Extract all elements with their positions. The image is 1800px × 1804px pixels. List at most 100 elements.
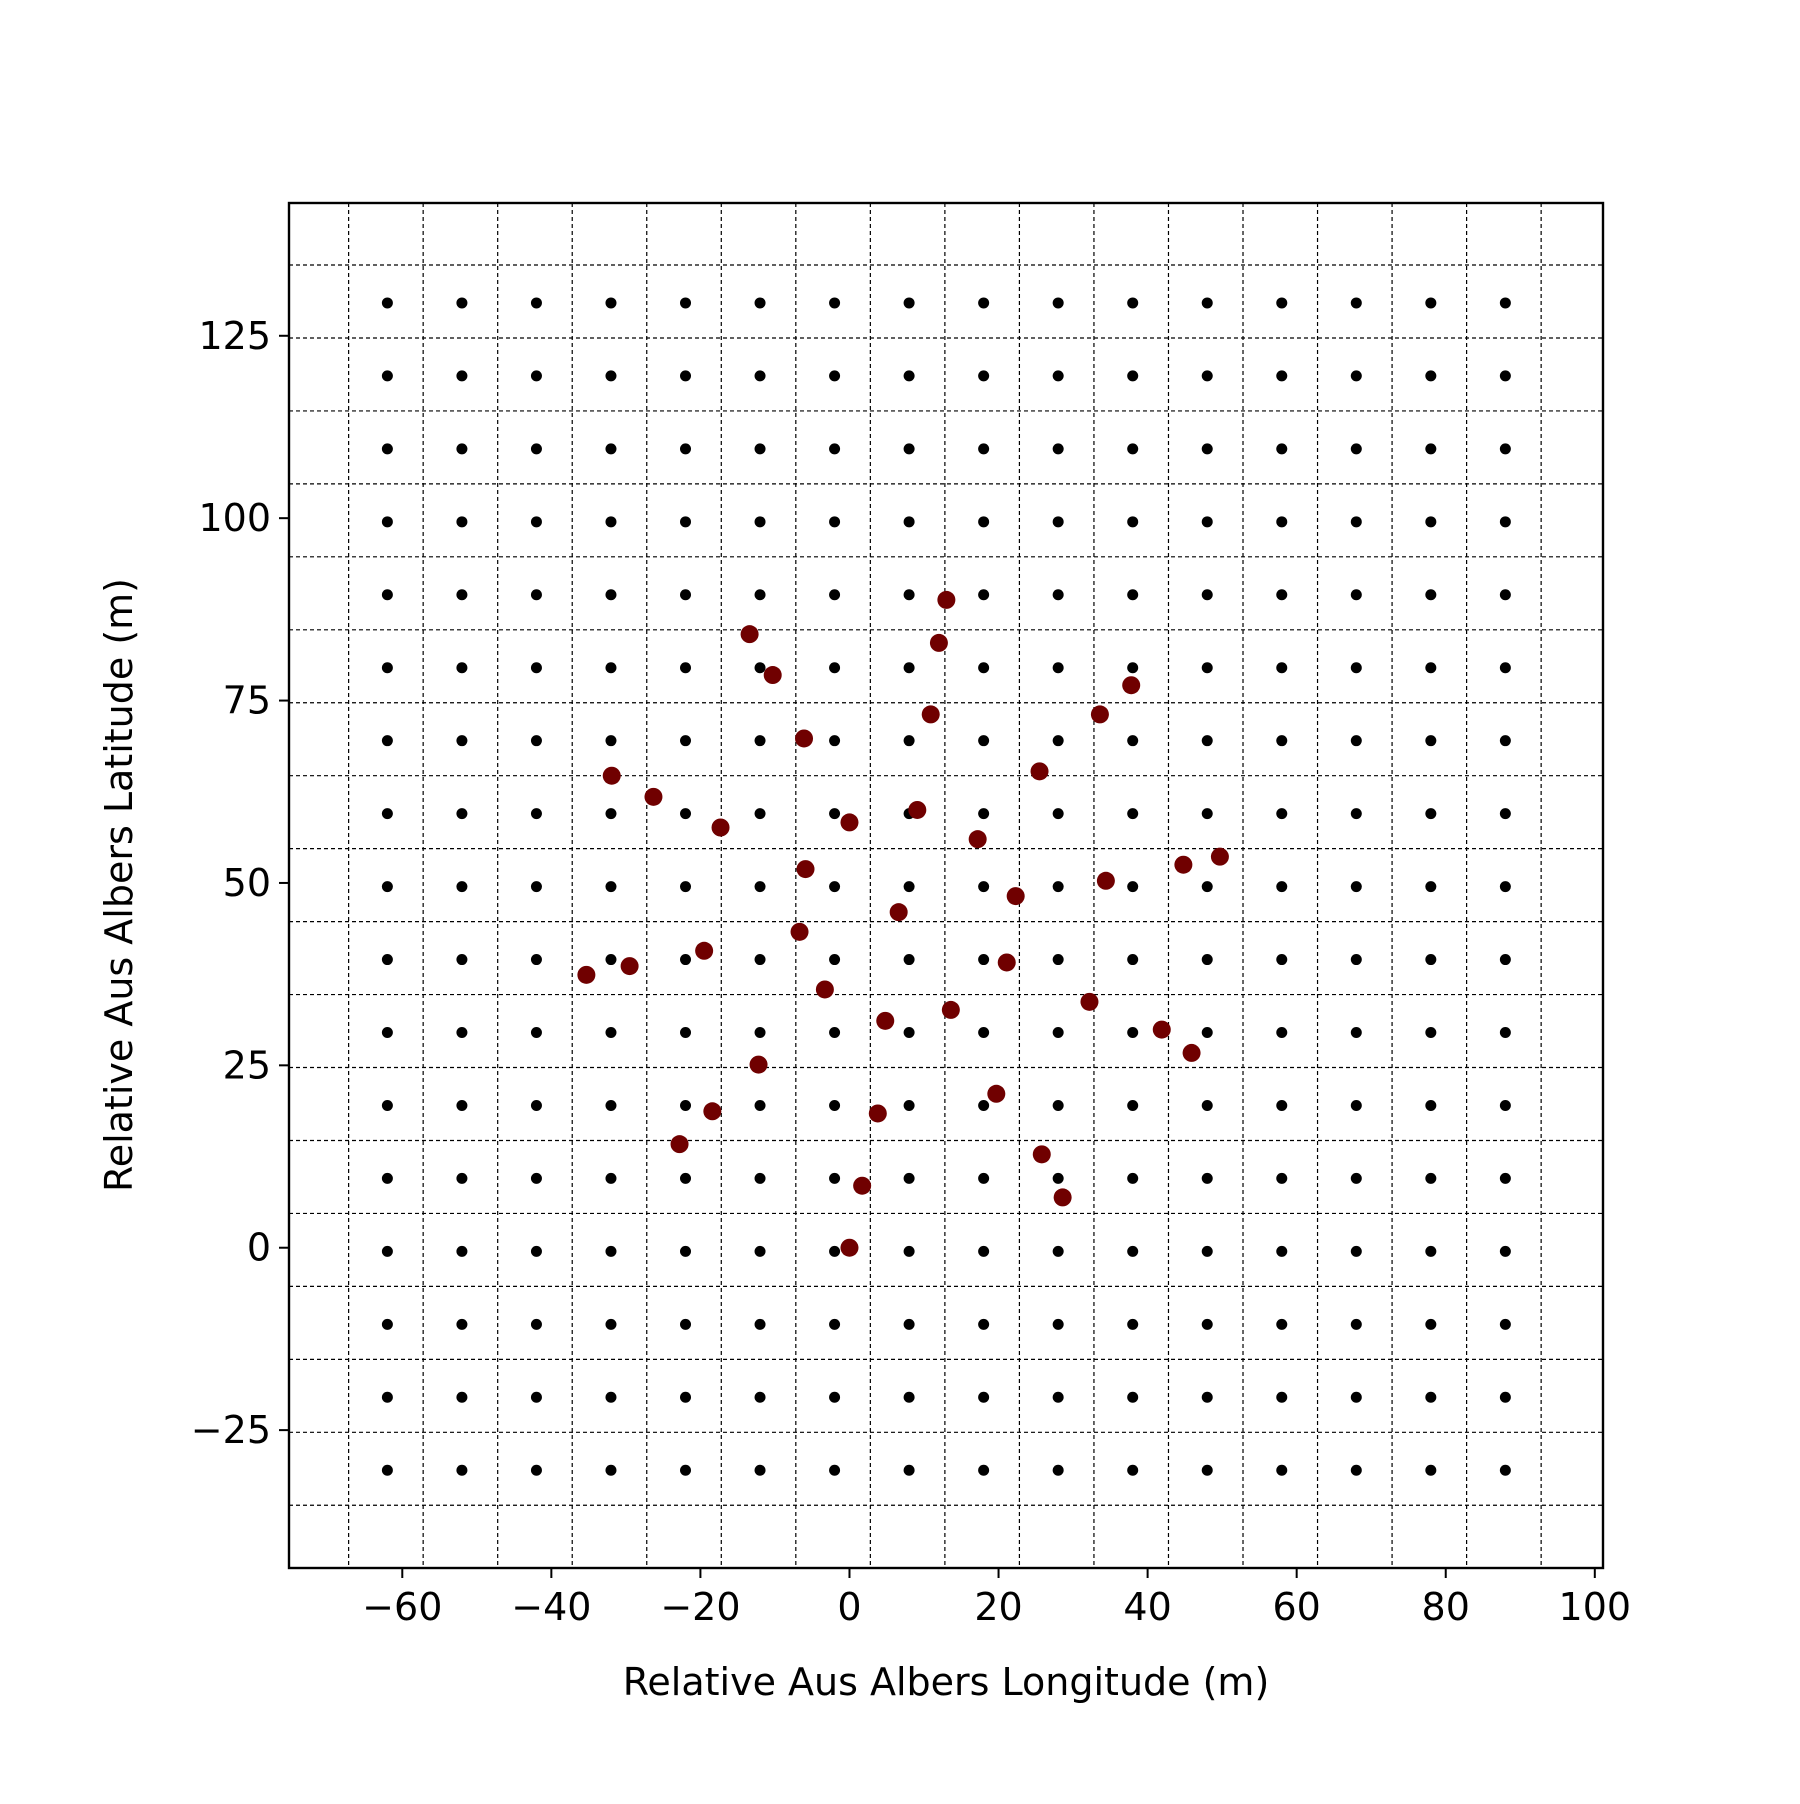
grid-point [456, 808, 468, 820]
grid-point [1499, 516, 1511, 528]
grid-point [829, 1391, 841, 1403]
grid-point [903, 297, 915, 309]
grid-point [1052, 589, 1064, 601]
grid-point [1425, 1318, 1437, 1330]
grid-point [1276, 1318, 1288, 1330]
plot-frame [287, 201, 1605, 1570]
grid-point [1201, 954, 1213, 966]
y-tick-label: −25 [191, 1408, 271, 1452]
grid-point [1425, 808, 1437, 820]
grid-point [978, 1172, 990, 1184]
grid-point [381, 443, 393, 455]
grid-point [754, 735, 766, 747]
grid-point [1201, 1318, 1213, 1330]
y-tick-label: 75 [223, 679, 271, 723]
grid-point [978, 735, 990, 747]
grid-point [1052, 881, 1064, 893]
grid-point [978, 1464, 990, 1476]
grid-point [680, 808, 692, 820]
grid-point [1127, 1464, 1139, 1476]
grid-point [903, 954, 915, 966]
grid-point [1425, 1027, 1437, 1039]
y-tick-label: 50 [223, 861, 271, 905]
grid-point [1350, 443, 1362, 455]
grid-point [829, 662, 841, 674]
grid-point [1052, 1464, 1064, 1476]
data-point [840, 813, 859, 832]
grid-point [530, 881, 542, 893]
grid-point [1276, 1027, 1288, 1039]
grid-point [456, 443, 468, 455]
grid-point [1276, 662, 1288, 674]
grid-point [1499, 1027, 1511, 1039]
grid-point [1276, 808, 1288, 820]
grid-point [1499, 589, 1511, 601]
grid-point [1425, 954, 1437, 966]
grid-point [456, 1391, 468, 1403]
grid-point [1127, 662, 1139, 674]
grid-point [605, 443, 617, 455]
grid-point [829, 516, 841, 528]
grid-point [381, 662, 393, 674]
grid-point [530, 808, 542, 820]
grid-point [903, 735, 915, 747]
grid-point [1499, 954, 1511, 966]
grid-point [1276, 589, 1288, 601]
grid-point [829, 370, 841, 382]
grid-point [829, 443, 841, 455]
grid-point [829, 297, 841, 309]
grid-point [456, 516, 468, 528]
grid-point [456, 1172, 468, 1184]
data-point [1030, 762, 1049, 781]
grid-point [530, 297, 542, 309]
grid-point [605, 1464, 617, 1476]
data-point [1210, 847, 1229, 866]
grid-point [1350, 881, 1362, 893]
grid-point [754, 808, 766, 820]
grid-point [1201, 1391, 1213, 1403]
grid-point [1350, 1172, 1362, 1184]
grid-point [829, 1464, 841, 1476]
grid-point [381, 1318, 393, 1330]
data-point [1006, 887, 1025, 906]
data-point [889, 903, 908, 922]
grid-point [680, 735, 692, 747]
grid-point [754, 881, 766, 893]
grid-point [1499, 1391, 1511, 1403]
grid-point [1201, 735, 1213, 747]
grid-point [978, 662, 990, 674]
data-point [711, 818, 730, 837]
grid-point [605, 589, 617, 601]
grid-point [1201, 1027, 1213, 1039]
grid-point [903, 662, 915, 674]
grid-point [1201, 1172, 1213, 1184]
grid-point [829, 1318, 841, 1330]
grid-point [754, 1391, 766, 1403]
grid-point [1127, 1391, 1139, 1403]
grid-point [1425, 735, 1437, 747]
grid-point [456, 1318, 468, 1330]
grid-point [1499, 735, 1511, 747]
grid-point [530, 1172, 542, 1184]
grid-point [1052, 516, 1064, 528]
grid-point [381, 735, 393, 747]
grid-point [1350, 808, 1362, 820]
grid-point [754, 297, 766, 309]
data-point [1053, 1188, 1072, 1207]
grid-point [530, 1391, 542, 1403]
grid-point [754, 1172, 766, 1184]
data-point [703, 1102, 722, 1121]
x-axis-label: Relative Aus Albers Longitude (m) [623, 1660, 1270, 1704]
data-point [840, 1238, 859, 1257]
grid-point [680, 954, 692, 966]
data-point [795, 729, 814, 748]
grid-point [1127, 297, 1139, 309]
grid-point [1052, 808, 1064, 820]
data-point [644, 787, 663, 806]
grid-point [381, 516, 393, 528]
grid-point [1350, 1391, 1362, 1403]
grid-point [456, 297, 468, 309]
grid-point [456, 370, 468, 382]
grid-point [680, 1318, 692, 1330]
